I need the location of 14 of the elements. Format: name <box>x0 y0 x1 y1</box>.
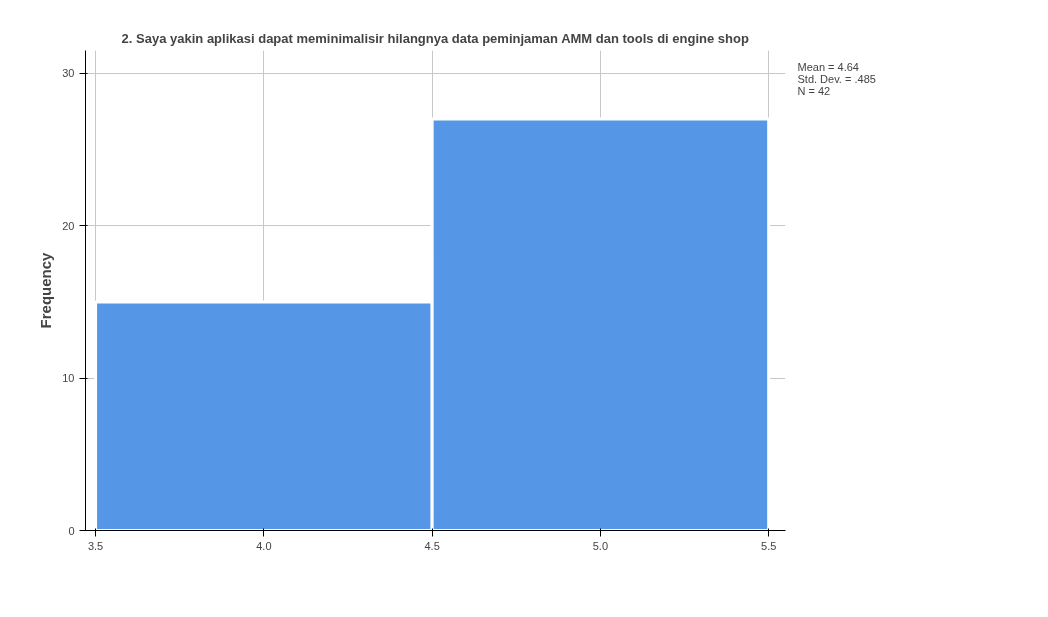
x-tick-label: 5.5 <box>761 539 777 552</box>
y-tick-label: 30 <box>62 67 75 80</box>
text: Mean = 4.64 <box>797 60 859 73</box>
text: N = 42 <box>797 84 831 97</box>
x-tick-label: 5.0 <box>592 539 609 552</box>
text: Std. Dev. = .485 <box>797 72 876 85</box>
y-tick-label: 20 <box>62 219 75 232</box>
x-tick-label: 4.5 <box>424 539 440 552</box>
y-axis-title: Frequency <box>37 251 55 329</box>
y-tick-label: 0 <box>68 524 75 537</box>
y-tick-label: 10 <box>62 372 75 385</box>
x-tick-label: 3.5 <box>87 539 104 552</box>
x-tick-label: 4.0 <box>256 539 272 552</box>
chart-title: 2. Saya yakin aplikasi dapat meminimalisir hilangnya data peminjaman AMM dan tools di engine shop <box>121 30 749 46</box>
